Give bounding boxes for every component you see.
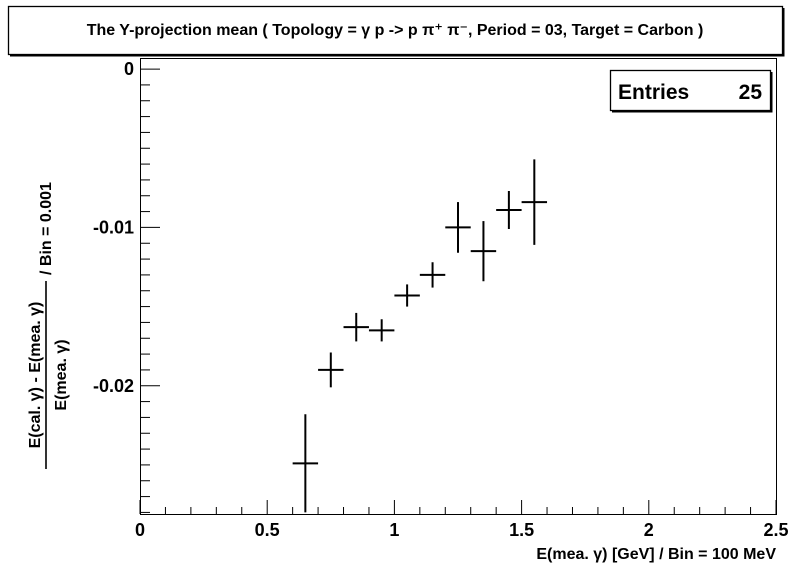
y-tick-label: -0.01: [93, 217, 134, 237]
data-point: [368, 319, 395, 342]
title-frame: [7, 5, 784, 56]
data-point: [419, 262, 446, 288]
y-axis-label: E(cal. γ) - E(mea. γ) E(mea. γ) / Bin = …: [27, 182, 70, 469]
plot-frame: [140, 58, 777, 515]
y-axis-label-suffix: / Bin = 0.001: [38, 182, 55, 275]
stats-value: 25: [739, 81, 763, 104]
title-frame-shadow-bottom: [10, 54, 784, 57]
y-axis-label-numerator: E(cal. γ) - E(mea. γ): [27, 302, 44, 449]
data-point: [470, 221, 497, 282]
data-point: [496, 191, 522, 229]
title-box: The Y-projection mean ( Topology = γ p -…: [7, 5, 785, 57]
stats-label: Entries: [618, 81, 689, 104]
y-tick-label: 0: [124, 59, 134, 79]
data-point: [521, 159, 548, 245]
stats-frame-shadow-bottom: [612, 110, 772, 113]
x-tick-label: 1.5: [509, 520, 534, 540]
x-tick-label: 1: [389, 520, 399, 540]
title-frame-shadow-right: [782, 8, 785, 57]
x-tick-label: 2: [644, 520, 654, 540]
data-point: [394, 284, 420, 307]
y-tick-label: -0.02: [93, 376, 134, 396]
y-axis: 0 -0.01 -0.02: [93, 59, 160, 513]
x-tick-label: 2.5: [763, 520, 788, 540]
stats-frame-shadow-right: [770, 72, 773, 113]
data-point: [292, 414, 319, 513]
x-axis: 0 0.5 1 1.5 2 2.5: [135, 500, 789, 540]
stats-box: Entries 25: [609, 69, 773, 113]
x-tick-label: 0.5: [255, 520, 280, 540]
data-point: [318, 352, 344, 388]
data-point: [343, 312, 369, 342]
y-axis-label-denominator: E(mea. γ): [53, 339, 70, 410]
data-points: [292, 159, 548, 513]
x-tick-label: 0: [135, 520, 145, 540]
chart-title: The Y-projection mean ( Topology = γ p -…: [87, 22, 704, 39]
data-point: [445, 202, 471, 253]
x-axis-label: E(mea. γ) [GeV] / Bin = 100 MeV: [536, 546, 776, 563]
